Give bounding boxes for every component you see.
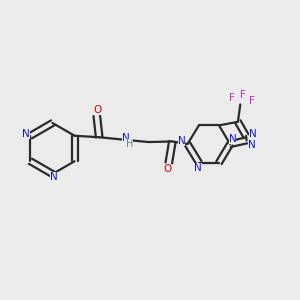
Text: N: N (50, 172, 58, 182)
Text: N: N (178, 136, 185, 146)
Text: O: O (164, 164, 172, 174)
Text: N: N (248, 140, 256, 150)
Text: F: F (229, 93, 235, 103)
Text: O: O (93, 105, 101, 115)
Text: F: F (240, 90, 246, 100)
Text: H: H (126, 140, 134, 149)
Text: N: N (122, 133, 130, 143)
Text: N: N (249, 129, 256, 140)
Text: N: N (229, 134, 236, 144)
Text: F: F (249, 96, 255, 106)
Text: N: N (22, 129, 30, 139)
Text: N: N (194, 163, 202, 173)
